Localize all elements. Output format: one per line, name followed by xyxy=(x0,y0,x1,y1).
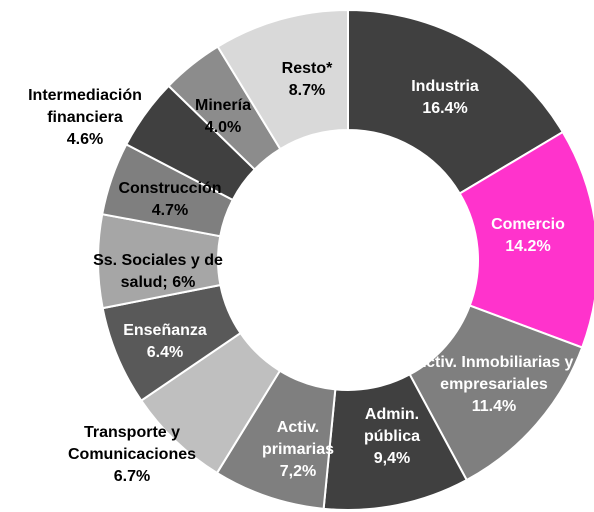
donut-segment xyxy=(216,8,349,151)
donut-segment xyxy=(347,8,565,195)
segment-label: Activ. primarias 7,2% xyxy=(248,417,348,483)
value-label: 4.0% xyxy=(204,119,242,136)
value-label: 14.2% xyxy=(505,238,551,255)
segment-label: Activ. Inmobiliarias y empresariales 11.4… xyxy=(414,352,574,418)
category-label: Industria xyxy=(411,78,479,95)
value-label: 7,2% xyxy=(279,463,317,480)
value-label: 8.7% xyxy=(288,82,326,99)
category-label: Enseñanza xyxy=(123,322,207,339)
segment-label: Intermediación financiera 4.6% xyxy=(5,85,165,151)
category-label: Ss. Sociales y de salud; xyxy=(93,252,223,291)
category-label: Comercio xyxy=(491,216,565,233)
value-label: 4.7% xyxy=(151,202,189,219)
segment-label: Construcción 4.7% xyxy=(95,178,245,222)
value-label: 6.7% xyxy=(113,468,151,485)
category-label: Transporte y Comunicaciones xyxy=(67,424,197,463)
value-label: 16.4% xyxy=(422,100,468,117)
segment-label: Minería 4.0% xyxy=(178,95,268,139)
value-label: 6.4% xyxy=(146,344,184,361)
category-label: Construcción xyxy=(118,180,222,197)
segment-label: Comercio 14.2% xyxy=(468,214,588,258)
category-label: Minería xyxy=(194,97,251,114)
category-label: Activ. primarias xyxy=(261,419,335,458)
segment-label: Resto* 8.7% xyxy=(262,58,352,102)
category-label: Resto* xyxy=(281,60,333,77)
segment-label: Enseñanza 6.4% xyxy=(110,320,220,364)
value-label: 9,4% xyxy=(373,450,411,467)
category-label: Admin. pública xyxy=(363,406,420,445)
value-label: 6% xyxy=(172,274,196,291)
category-label: Activ. Inmobiliarias y empresariales xyxy=(414,354,574,393)
segment-label: Admin. pública 9,4% xyxy=(342,404,442,470)
segment-label: Ss. Sociales y de salud; 6% xyxy=(73,250,243,294)
value-label: 4.6% xyxy=(66,131,104,148)
segment-label: Transporte y Comunicaciones 6.7% xyxy=(47,422,217,488)
segment-label: Industria 16.4% xyxy=(385,76,505,120)
value-label: 11.4% xyxy=(471,398,517,415)
category-label: Intermediación financiera xyxy=(28,87,142,126)
